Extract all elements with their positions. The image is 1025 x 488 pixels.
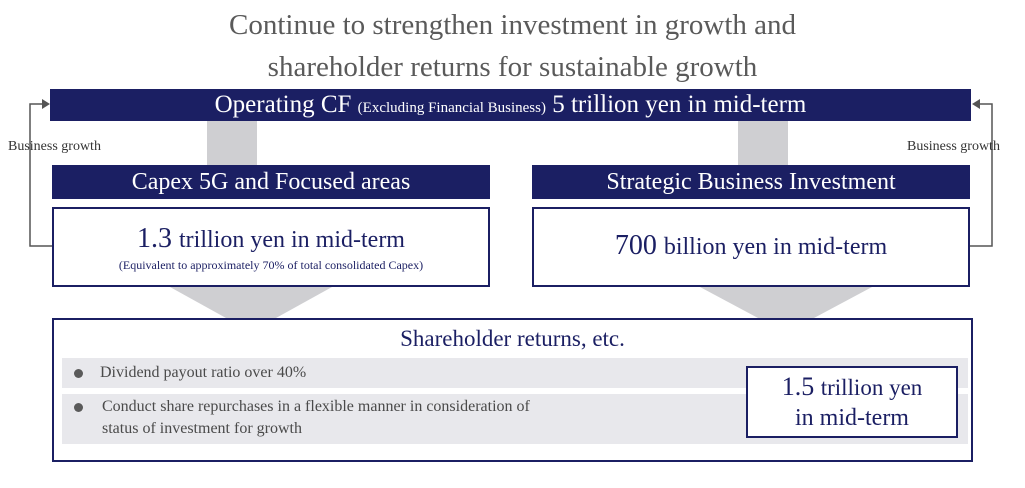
shareholder-bullet-2: Conduct share repurchases in a flexible …: [102, 398, 530, 415]
title-line-1: Continue to strengthen investment in gro…: [228, 9, 797, 41]
strategic-amount-number: 700: [614, 230, 657, 261]
capex-box: 1.3 trillion yen in mid-term (Equivalent…: [52, 207, 490, 287]
strategic-amount-text: billion yen in mid-term: [663, 234, 888, 260]
page-title: Continue to strengthen investment in gro…: [0, 4, 1025, 88]
shareholder-amount-box: 1.5 trillion yen in mid-term: [746, 366, 958, 438]
bullet-icon: [74, 403, 83, 412]
title-line-2: shareholder returns for sustainable grow…: [267, 51, 758, 83]
flow-arrow-right-head: [700, 287, 872, 318]
shareholder-box: Shareholder returns, etc. Dividend payou…: [52, 318, 973, 462]
business-growth-right-line: [970, 103, 993, 247]
operating-cf-band: Operating CF (Excluding Financial Busine…: [50, 89, 971, 121]
capex-amount: 1.3 trillion yen in mid-term: [54, 223, 488, 256]
capex-amount-text: trillion yen in mid-term: [179, 227, 405, 253]
shareholder-title: Shareholder returns, etc.: [400, 326, 625, 351]
capex-header: Capex 5G and Focused areas: [52, 165, 490, 199]
capex-note: (Equivalent to approximately 70% of tota…: [118, 258, 424, 272]
capex-amount-number: 1.3: [137, 223, 173, 254]
bullet-icon: [74, 369, 83, 378]
shareholder-amount-number: 1.5: [781, 372, 815, 401]
strategic-amount: 700 billion yen in mid-term: [534, 229, 968, 264]
shareholder-bullet-3: status of investment for growth: [102, 420, 302, 437]
shareholder-amount-text: trillion yen: [820, 375, 923, 400]
shareholder-amount-line-2: in mid-term: [795, 405, 909, 431]
strategic-box: 700 billion yen in mid-term: [532, 207, 970, 287]
operating-cf-amount: 5 trillion yen in mid-term: [552, 91, 807, 118]
business-growth-left-label: Business growth: [8, 139, 101, 154]
business-growth-right-arrowhead: [972, 99, 980, 109]
business-growth-left-arrowhead: [42, 99, 50, 109]
business-growth-right-label: Business growth: [907, 139, 1000, 154]
operating-cf-label: Operating CF: [214, 91, 352, 118]
flow-arrow-right-trunk: [738, 121, 788, 167]
flow-arrow-left-trunk: [207, 121, 257, 167]
strategic-header: Strategic Business Investment: [532, 165, 970, 199]
business-growth-left-line: [29, 103, 52, 247]
operating-cf-qualifier: (Excluding Financial Business): [357, 100, 546, 116]
shareholder-amount-line-1: 1.5 trillion yen: [748, 372, 956, 403]
shareholder-bullet-1: Dividend payout ratio over 40%: [100, 364, 307, 381]
flow-arrow-left-head: [170, 287, 332, 318]
